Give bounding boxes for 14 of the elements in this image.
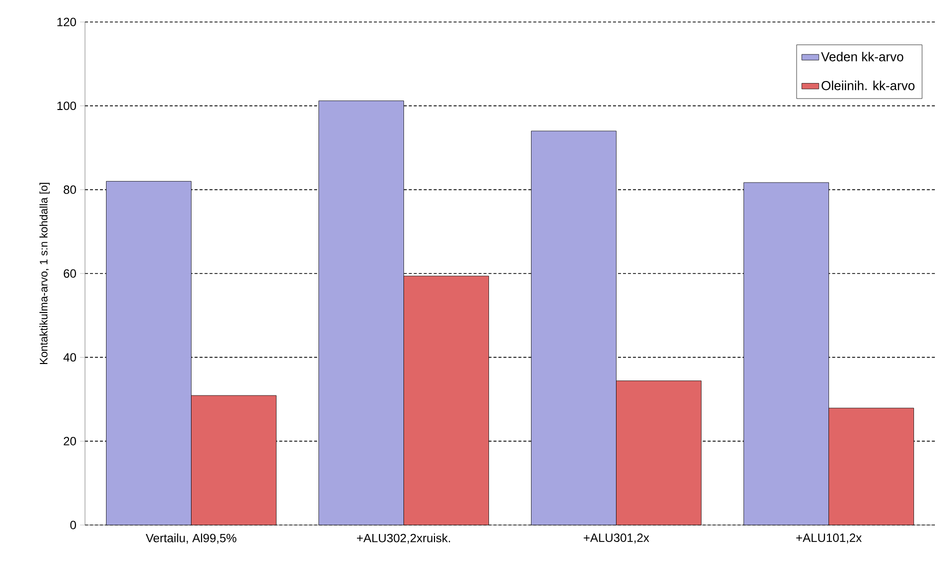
y-tick-label: 60 [64,269,76,278]
y-tick-label: 120 [57,18,76,26]
y-axis-title: Kontaktikulma-arvo, 1 s:n kohdalla [o] [39,182,50,364]
y-tick-label: 100 [57,102,76,110]
y-tick-label: 20 [64,436,76,446]
y-tick-label: 40 [63,353,76,362]
legend-label: Veden kk-arvo [821,52,904,62]
y-tick-label: 0 [70,520,76,530]
x-tick-label: +ALU302,2xruisk. [356,534,450,544]
y-tick-label: 80 [64,185,76,194]
x-tick-label: +ALU101,2x [796,534,862,544]
x-tick-label: Vertailu, Al99,5% [146,534,236,544]
legend-label: Oleiinih. kk-arvo [822,80,914,90]
x-tick-label: +ALU301,2x [584,534,650,544]
